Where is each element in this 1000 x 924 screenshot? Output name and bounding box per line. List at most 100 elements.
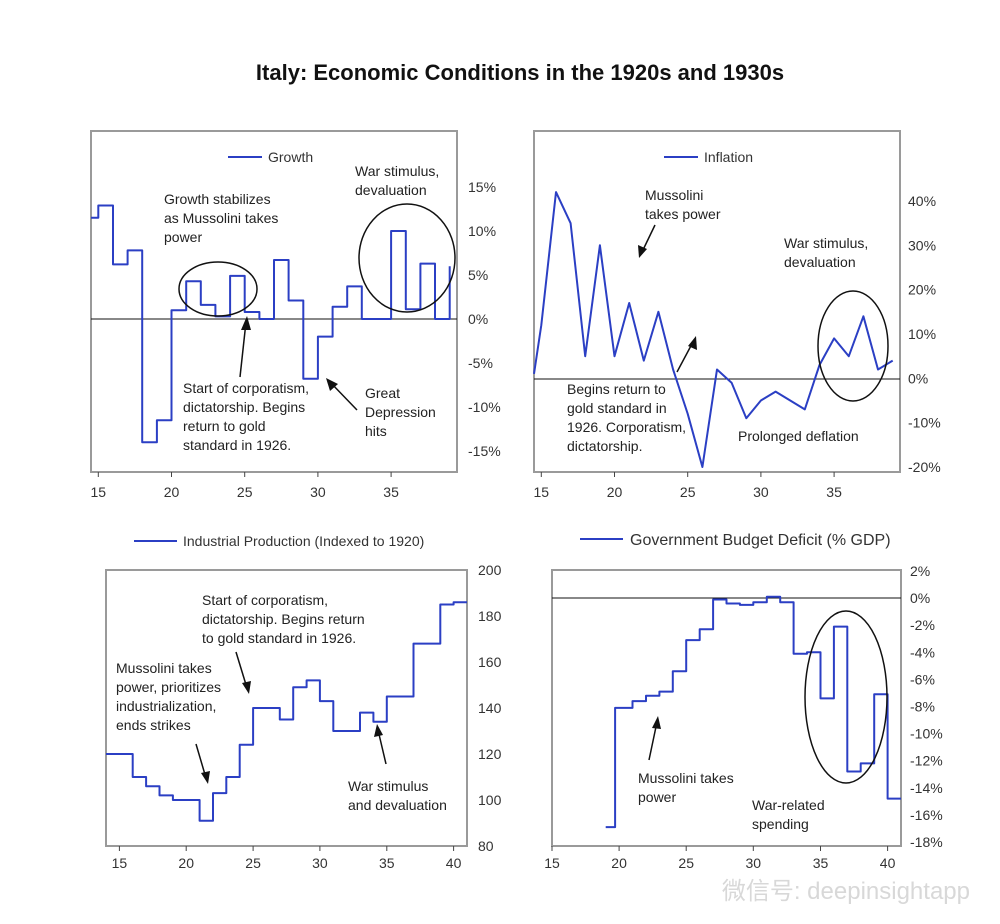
industrial-production-ytick-label: 140 — [478, 700, 502, 716]
budget-deficit-xtick-label: 30 — [746, 855, 762, 871]
growth-xtick-label: 25 — [237, 484, 253, 500]
inflation-xtick-label: 25 — [680, 484, 696, 500]
war-spending-circle — [804, 610, 888, 784]
main-title: Italy: Economic Conditions in the 1920s … — [255, 60, 785, 85]
inflation-ytick-label: 30% — [908, 237, 936, 253]
growth-legend-label: Growth — [268, 149, 313, 165]
growth-ytick-label: 5% — [468, 267, 488, 283]
watermark: 微信号: deepinsightapp — [721, 878, 970, 905]
inflation-war-circle — [817, 290, 889, 402]
budget-deficit-xtick-label: 35 — [813, 855, 829, 871]
budget-deficit-legend-label: Government Budget Deficit (% GDP) — [630, 532, 891, 549]
gold-standard-note: Begins return to gold standard in 1926. … — [567, 381, 690, 454]
budget-deficit-ytick-label: -14% — [910, 780, 943, 796]
mussolini-arrowhead — [638, 245, 647, 258]
industrial-production-xtick-label: 35 — [379, 855, 395, 871]
mussolini-arrow — [641, 224, 656, 253]
growth-ytick-label: 10% — [468, 223, 496, 239]
prolonged-deflation-note: Prolonged deflation — [738, 428, 859, 444]
growth-ytick-label: -5% — [468, 355, 493, 371]
growth-xtick-label: 35 — [383, 484, 399, 500]
growth-frame — [90, 130, 458, 473]
bd-mussolini-arrowhead — [652, 716, 661, 729]
ip-war-arrowhead — [374, 724, 383, 737]
inflation-ytick-label: 10% — [908, 326, 936, 342]
industrial-production-xtick-label: 15 — [112, 855, 128, 871]
budget-deficit-ytick-label: -4% — [910, 644, 935, 660]
growth-line — [91, 204, 451, 444]
industrial-production-xtick-label: 25 — [245, 855, 261, 871]
budget-deficit-ytick-label: -12% — [910, 753, 943, 769]
growth-xtick-label: 30 — [310, 484, 326, 500]
budget-deficit-frame — [551, 569, 902, 847]
corporatism-arrow — [239, 321, 247, 378]
budget-deficit-ytick-label: 0% — [910, 590, 930, 606]
budget-deficit-ytick-label: 2% — [910, 563, 930, 579]
budget-deficit-xtick-label: 15 — [544, 855, 560, 871]
industrial-production-xtick-label: 40 — [446, 855, 462, 871]
inflation-ytick-label: 40% — [908, 193, 936, 209]
industrial-production-ytick-label: 200 — [478, 562, 502, 578]
budget-deficit-xtick-label: 40 — [880, 855, 896, 871]
growth-xtick-label: 20 — [164, 484, 180, 500]
industrial-production-ytick-label: 180 — [478, 608, 502, 624]
budget-deficit-ytick-label: -8% — [910, 699, 935, 715]
ip-corporatism-arrowhead — [242, 681, 251, 694]
gold-standard-arrowhead — [688, 336, 697, 350]
inflation-ytick-label: -10% — [908, 415, 941, 431]
growth-chart: 15 20 25 30 35 15% 10% 5% 0% -5% -10% -15% Growth G… — [90, 130, 501, 500]
corporatism-note: Start of corporatism, dictatorship. Begi… — [183, 380, 313, 453]
growth-stabilizes-note: Growth stabilizes as Mussolini takes pow… — [164, 191, 282, 245]
budget-deficit-ytick-label: -6% — [910, 671, 935, 687]
ip-mussolini-arrowhead — [201, 771, 210, 784]
industrial-production-ytick-label: 100 — [478, 792, 502, 808]
inflation-xtick-label: 20 — [607, 484, 623, 500]
inflation-legend-label: Inflation — [704, 149, 753, 165]
corporatism-arrowhead — [241, 316, 251, 330]
industrial-production-frame — [105, 569, 468, 847]
industrial-production-ytick-label: 120 — [478, 746, 502, 762]
growth-ytick-label: -15% — [468, 443, 501, 459]
budget-deficit-line — [605, 595, 901, 829]
budget-deficit-ytick-label: -16% — [910, 807, 943, 823]
mussolini-takes-power-note: Mussolini takes power — [645, 187, 721, 222]
industrial-production-ytick-label: 160 — [478, 654, 502, 670]
growth-ytick-label: 0% — [468, 311, 488, 327]
inflation-xtick-label: 30 — [753, 484, 769, 500]
industrial-production-legend-label: Industrial Production (Indexed to 1920) — [183, 533, 424, 549]
inflation-chart: 15 20 25 30 35 40% 30% 20% 10% 0% -10% -20% Inflati… — [533, 130, 941, 500]
war-related-spending-note: War-related spending — [752, 797, 829, 832]
inflation-xtick-label: 15 — [534, 484, 550, 500]
great-depression-note: Great Depression hits — [365, 385, 440, 439]
inflation-war-note: War stimulus, devaluation — [784, 235, 872, 270]
war-stimulus-note: War stimulus, devaluation — [355, 163, 443, 198]
budget-deficit-ytick-label: -18% — [910, 834, 943, 850]
inflation-ytick-label: 20% — [908, 282, 936, 298]
budget-deficit-ytick-label: -2% — [910, 617, 935, 633]
industrial-production-ytick-label: 80 — [478, 838, 494, 854]
industrial-production-line — [106, 601, 467, 822]
budget-deficit-xtick-label: 25 — [678, 855, 694, 871]
industrial-production-xtick-label: 30 — [312, 855, 328, 871]
inflation-ytick-label: -20% — [908, 459, 941, 475]
growth-stabilizes-circle — [178, 261, 258, 317]
inflation-ytick-label: 0% — [908, 370, 928, 386]
growth-ytick-label: -10% — [468, 399, 501, 415]
ip-mussolini-note: Mussolini takes power, prioritizes indus… — [116, 660, 225, 733]
war-stimulus-circle — [358, 203, 456, 313]
growth-xtick-label: 15 — [91, 484, 107, 500]
bd-mussolini-note: Mussolini takes power — [638, 770, 738, 805]
ip-corporatism-note: Start of corporatism, dictatorship. Begi… — [202, 592, 369, 646]
ip-corporatism-arrow — [235, 651, 248, 689]
industrial-production-chart: 15 20 25 30 35 40 200 180 160 140 120 100 80 Industr… — [105, 533, 502, 871]
ip-war-stimulus-note: War stimulus and devaluation — [348, 778, 447, 813]
budget-deficit-chart: 15 20 25 30 35 40 2% 0% -2% -4% -6% -8% -10% -12% -14%… — [544, 532, 942, 871]
budget-deficit-xtick-label: 20 — [611, 855, 627, 871]
budget-deficit-ytick-label: -10% — [910, 726, 943, 742]
inflation-frame — [533, 130, 901, 473]
inflation-line — [533, 191, 894, 468]
great-depression-arrowhead — [326, 378, 338, 391]
industrial-production-xtick-label: 20 — [178, 855, 194, 871]
